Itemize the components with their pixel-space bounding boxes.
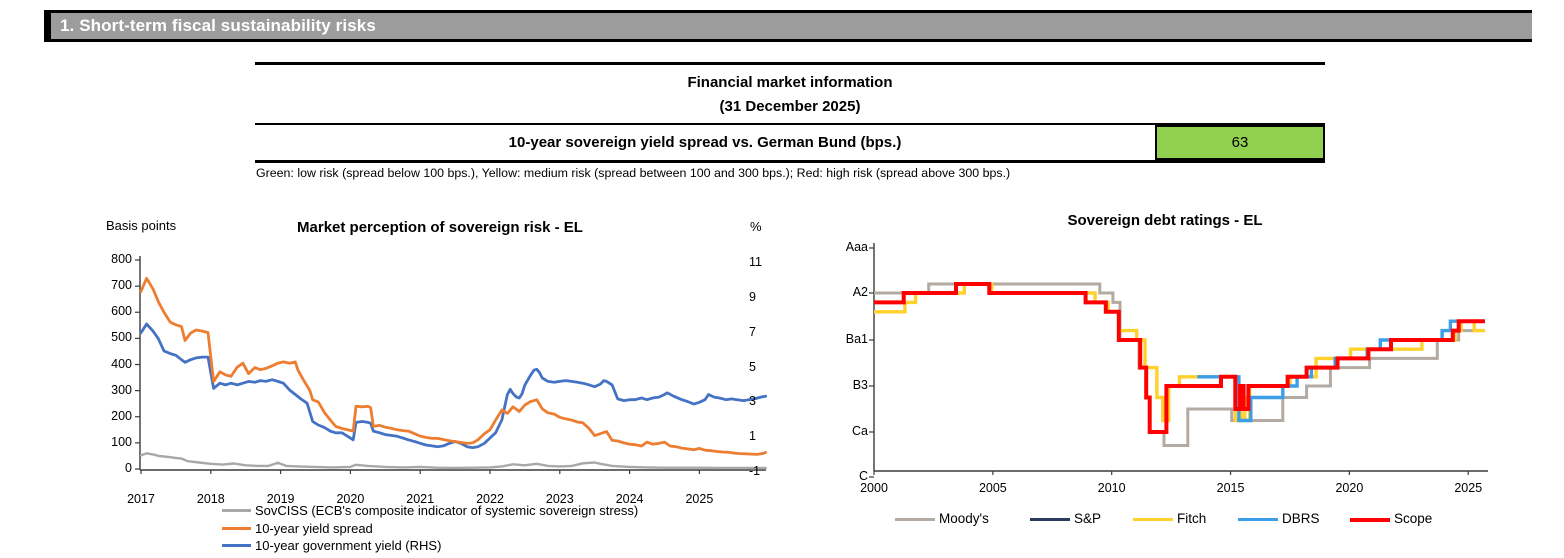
left-chart-x-tick-label: 2024 bbox=[615, 492, 644, 506]
left-chart-right-axis-unit: % bbox=[750, 219, 762, 234]
rating-line-moody-s bbox=[874, 282, 1485, 447]
table-title: Financial market information bbox=[687, 74, 893, 91]
left-chart-left-axis-unit: Basis points bbox=[106, 218, 177, 233]
left-chart-x-tick-label: 2021 bbox=[406, 492, 435, 506]
legend-swatch-1 bbox=[222, 509, 251, 512]
rating-line-scope bbox=[874, 282, 1485, 434]
left-chart-y-tick-label: 100 bbox=[111, 434, 132, 449]
right-chart-x-tick-label: 2025 bbox=[1454, 481, 1483, 495]
section-title: 1. Short-term fiscal sustainability risk… bbox=[60, 16, 376, 35]
rating-legend-label-4: DBRS bbox=[1282, 511, 1320, 526]
left-chart-x-tick-label: 2020 bbox=[336, 492, 365, 506]
left-chart-y-tick-label: 0 bbox=[125, 461, 132, 475]
rating-legend-swatch-4 bbox=[1238, 518, 1278, 521]
rating-line-s-p bbox=[874, 282, 1485, 434]
table-row: 10-year sovereign yield spread vs. Germa… bbox=[255, 125, 1325, 160]
rating-legend-label-1: Moody's bbox=[939, 511, 989, 526]
table-date: (31 December 2025) bbox=[255, 95, 1325, 125]
series-line-10-year-government-yield-rhs- bbox=[139, 322, 768, 450]
right-chart-x-tick-label: 2000 bbox=[860, 481, 888, 495]
legend-label-2: 10-year yield spread bbox=[255, 520, 373, 536]
financial-market-table: Financial market information (31 Decembe… bbox=[255, 62, 1325, 163]
left-chart-right-tick-label: 11 bbox=[749, 255, 762, 270]
left-chart-x-tick-label: 2022 bbox=[476, 492, 504, 506]
right-chart-y-tick-label: C bbox=[858, 469, 868, 483]
right-chart-x-tick-label: 2005 bbox=[978, 481, 1007, 495]
section-header: 1. Short-term fiscal sustainability risk… bbox=[44, 10, 1532, 42]
left-chart-right-tick-label: 3 bbox=[749, 394, 756, 409]
right-chart-y-tick-label: A2 bbox=[852, 285, 868, 299]
risk-legend-note: Green: low risk (spread below 100 bps.),… bbox=[256, 166, 1011, 180]
rating-line-fitch bbox=[874, 282, 1485, 423]
right-chart-y-tick-label: Ba1 bbox=[845, 332, 868, 346]
left-chart-right-tick-label: 1 bbox=[749, 429, 756, 444]
rating-legend-label-3: Fitch bbox=[1177, 511, 1207, 526]
rating-legend-swatch-2 bbox=[1030, 518, 1070, 521]
left-chart-y-tick-label: 300 bbox=[111, 382, 132, 397]
left-chart-y-tick-label: 500 bbox=[111, 330, 132, 345]
rating-legend-label-5: Scope bbox=[1394, 511, 1433, 526]
legend-swatch-2 bbox=[222, 526, 251, 530]
series-line-sovciss-ecb-s-composite-indica bbox=[139, 452, 767, 470]
left-chart-right-tick-label: 9 bbox=[749, 289, 756, 304]
left-chart-right-tick-label: 5 bbox=[749, 359, 756, 374]
left-chart-title: Market perception of sovereign risk - EL bbox=[297, 219, 583, 236]
left-chart-x-tick-label: 2025 bbox=[685, 492, 714, 506]
right-chart-x-tick-label: 2015 bbox=[1216, 481, 1245, 495]
right-chart-y-tick-label: Aaa bbox=[845, 240, 868, 254]
series-line-10-year-yield-spread bbox=[139, 276, 768, 456]
left-chart-x-tick-label: 2018 bbox=[196, 492, 225, 506]
right-chart-y-tick-label: B3 bbox=[852, 378, 868, 392]
left-chart-x-tick-label: 2019 bbox=[266, 492, 295, 506]
right-chart-x-tick-label: 2020 bbox=[1335, 481, 1364, 495]
left-chart-y-tick-label: 400 bbox=[111, 356, 132, 371]
rating-legend-label-2: S&P bbox=[1074, 511, 1102, 526]
rating-legend-swatch-3 bbox=[1133, 518, 1173, 521]
spread-value-cell: 63 bbox=[1155, 125, 1325, 160]
left-chart-x-tick-label: 2023 bbox=[545, 492, 574, 506]
left-chart-right-tick-label: 7 bbox=[749, 324, 756, 339]
rating-line-dbrs bbox=[1197, 319, 1484, 423]
right-chart-title: Sovereign debt ratings - EL bbox=[1067, 212, 1263, 229]
left-chart-y-tick-label: 800 bbox=[111, 252, 132, 266]
right-chart-x-tick-label: 2010 bbox=[1097, 481, 1126, 495]
left-chart-x-tick-label: 2017 bbox=[127, 492, 155, 506]
left-chart-y-tick-label: 600 bbox=[111, 304, 132, 319]
right-chart-y-tick-label: Ca bbox=[852, 424, 868, 438]
rating-legend-swatch-1 bbox=[895, 518, 935, 521]
rating-legend-swatch-5 bbox=[1350, 518, 1390, 522]
left-chart-y-tick-label: 700 bbox=[111, 278, 132, 293]
legend-swatch-3 bbox=[222, 544, 251, 547]
left-chart-right-tick-label: -1 bbox=[749, 464, 761, 478]
left-chart-y-tick-label: 200 bbox=[111, 408, 132, 423]
spread-label: 10-year sovereign yield spread vs. Germa… bbox=[508, 134, 902, 151]
legend-label-1: SovCISS (ECB's composite indicator of sy… bbox=[255, 503, 639, 518]
legend-label-3: 10-year government yield (RHS) bbox=[255, 538, 442, 553]
